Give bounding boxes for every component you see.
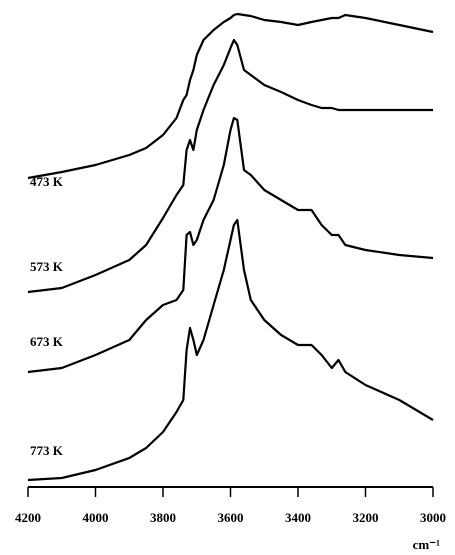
series-label: 773 K <box>30 443 64 458</box>
spectrum <box>27 218 434 482</box>
x-tick-label: 3600 <box>218 510 244 525</box>
x-tick-label: 3800 <box>150 510 176 525</box>
x-tick-label: 3000 <box>420 510 446 525</box>
series-label: 573 K <box>30 259 64 274</box>
spectrum <box>27 116 434 374</box>
x-axis-label: cm⁻¹ <box>413 537 440 552</box>
x-tick-label: 3200 <box>353 510 379 525</box>
x-tick-label: 4200 <box>15 510 41 525</box>
x-tick-label: 4000 <box>83 510 109 525</box>
series-label: 673 K <box>30 334 64 349</box>
series-label: 473 K <box>30 174 64 189</box>
spectrum <box>27 12 434 180</box>
spectrum <box>27 38 433 294</box>
x-tick-label: 3400 <box>285 510 311 525</box>
